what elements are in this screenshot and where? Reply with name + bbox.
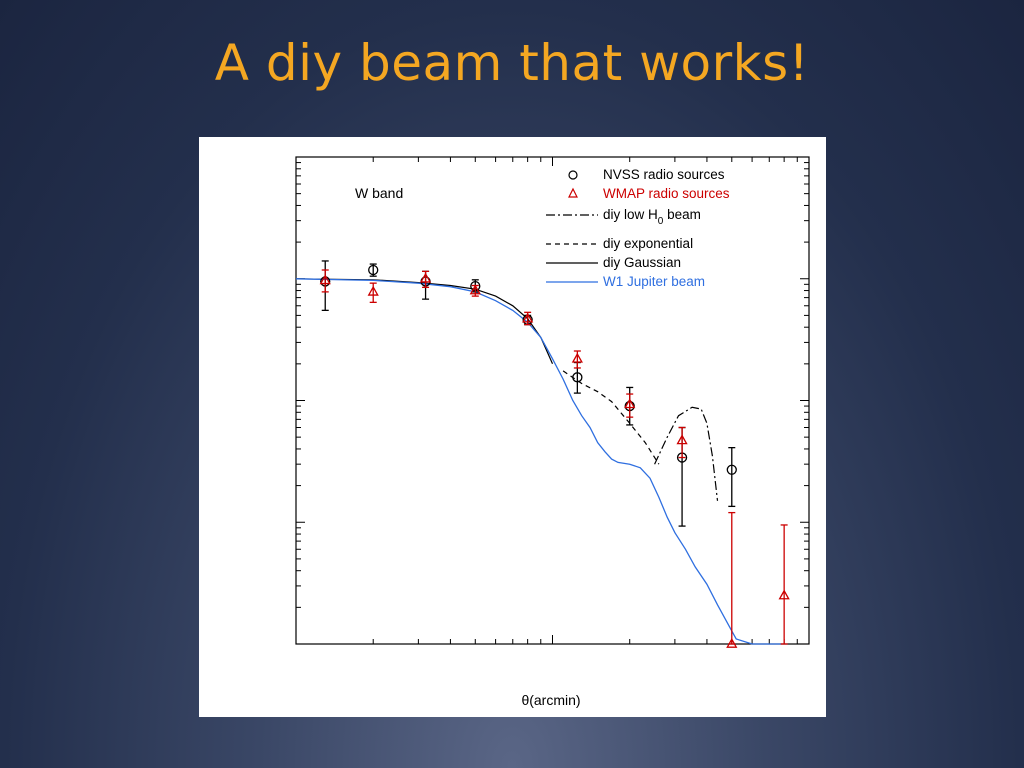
legend-label-name: diy low H	[603, 207, 658, 222]
data-point-triangle	[367, 285, 379, 296]
data-point-circle	[572, 372, 583, 383]
legend-label: NVSS radio sources	[603, 167, 725, 182]
data-point-circle	[368, 264, 379, 276]
chart-axes	[295, 156, 810, 645]
series-line-4	[295, 278, 554, 365]
series-line-3	[562, 370, 660, 465]
legend-label: WMAP radio sources	[603, 186, 730, 201]
legend-label-name: W1 Jupiter beam	[603, 274, 705, 289]
data-point-triangle	[469, 284, 481, 295]
data-point-triangle	[571, 352, 583, 363]
data-point-triangle	[522, 312, 534, 323]
data-point-triangle	[726, 637, 738, 648]
slide-title: A diy beam that works!	[214, 34, 810, 92]
legend-label: W1 Jupiter beam	[603, 274, 705, 289]
legend-label-subscript: 0	[658, 216, 664, 227]
legend-label: diy Gaussian	[603, 255, 681, 270]
legend-label-name: diy Gaussian	[603, 255, 681, 270]
legend-label-suffix: beam	[663, 207, 701, 222]
series-line-2	[654, 406, 719, 501]
data-point-triangle	[319, 274, 331, 285]
series-line-5	[295, 278, 782, 645]
x-axis-label: θ(arcmin)	[521, 692, 580, 708]
data-point-triangle	[624, 398, 636, 409]
data-point-triangle	[676, 434, 688, 445]
data-point-triangle	[419, 272, 432, 283]
legend-label-name: diy exponential	[603, 236, 693, 251]
legend-label: diy exponential	[603, 236, 693, 251]
legend-label-name: WMAP radio sources	[603, 186, 730, 201]
data-point-circle	[726, 464, 737, 475]
band-annotation: W band	[355, 185, 403, 201]
legend-label: diy low H0 beam	[603, 207, 701, 227]
beam-chart: W band θ(arcmin) NVSS radio sources WMAP …	[295, 156, 810, 708]
legend-marker-triangle	[568, 187, 578, 198]
chart-lines	[295, 278, 782, 645]
data-point-triangle	[778, 589, 790, 600]
chart-legend: NVSS radio sources WMAP radio sources diy …	[546, 167, 730, 289]
chart-points	[319, 260, 790, 648]
chart-figure: W band θ(arcmin) NVSS radio sources WMAP …	[199, 137, 826, 717]
legend-label-name: NVSS radio sources	[603, 167, 725, 182]
legend-marker-circle	[568, 170, 578, 180]
